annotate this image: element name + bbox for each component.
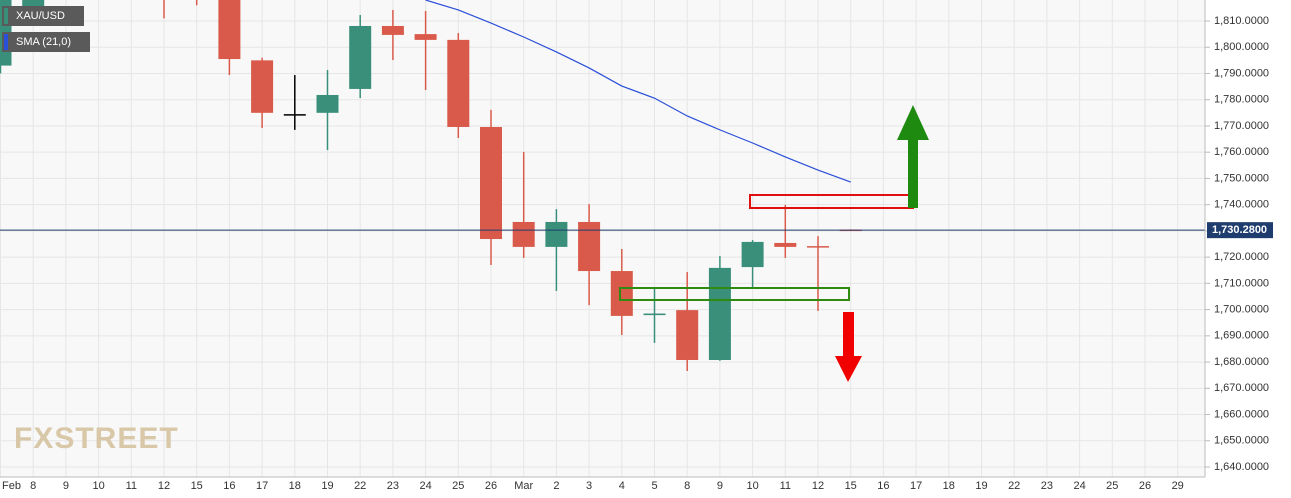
y-tick-label: 1,760.0000: [1214, 146, 1269, 158]
x-tick-label: 23: [387, 480, 399, 492]
legend-swatch: [4, 8, 8, 24]
candle-body: [251, 60, 274, 113]
x-tick-label: 8: [684, 480, 690, 492]
x-tick-label: 11: [780, 480, 791, 492]
legend-swatch: [4, 34, 8, 50]
candle-body: [283, 114, 306, 116]
x-tick-label: 5: [651, 480, 657, 492]
x-tick-label: 18: [289, 480, 301, 492]
legend-entry: SMA (21,0): [16, 36, 71, 48]
x-tick-label: 9: [63, 480, 69, 492]
y-tick-label: 1,720.0000: [1214, 251, 1269, 263]
x-tick-label: 8: [30, 480, 36, 492]
x-tick-label: 23: [1041, 480, 1053, 492]
x-tick-label: 9: [717, 480, 723, 492]
candle-body: [676, 310, 699, 360]
candle-body: [218, 0, 241, 60]
down-arrow-head: [835, 356, 862, 382]
x-tick-label: 17: [910, 480, 922, 492]
x-tick-label: 26: [1139, 480, 1151, 492]
sma-line: [425, 0, 851, 183]
candle-body: [447, 39, 470, 127]
x-tick-label: 10: [92, 480, 104, 492]
candle-body: [316, 94, 339, 113]
x-tick-label: 15: [845, 480, 857, 492]
x-tick-label: 24: [1073, 480, 1085, 492]
support-box: [619, 287, 850, 301]
candle-body: [480, 126, 502, 240]
legend-symbol: XAU/USD: [16, 10, 65, 22]
candle-body: [545, 221, 568, 247]
x-tick-label: 17: [256, 480, 268, 492]
y-tick-label: 1,660.0000: [1214, 408, 1269, 420]
x-tick-label: Mar: [514, 480, 533, 492]
y-tick-label: 1,740.0000: [1214, 199, 1269, 211]
x-tick-label: 15: [191, 480, 203, 492]
down-arrow-shaft: [843, 312, 854, 356]
legend-box: [2, 32, 90, 52]
x-tick-label: 12: [158, 480, 170, 492]
candle-body: [643, 313, 666, 316]
plot-area: [0, 0, 1205, 371]
x-tick-label: 19: [321, 480, 333, 492]
last-price-label: 1,730.2800: [1212, 224, 1267, 236]
plot-background: [0, 0, 1205, 477]
candle-body: [578, 221, 601, 272]
up-arrow-shaft: [908, 138, 918, 208]
x-tick-label: 25: [452, 480, 464, 492]
x-tick-label: 19: [975, 480, 987, 492]
x-tick-label: 29: [1172, 480, 1184, 492]
x-tick-label: 26: [485, 480, 497, 492]
x-tick-label: 2: [553, 480, 559, 492]
x-tick-label: 18: [943, 480, 955, 492]
up-arrow-head: [897, 105, 929, 140]
x-tick-label: 10: [746, 480, 758, 492]
x-tick-label: 16: [223, 480, 235, 492]
y-tick-label: 1,700.0000: [1214, 304, 1269, 316]
x-tick-label: 3: [586, 480, 592, 492]
candle-body: [381, 25, 404, 35]
y-tick-label: 1,800.0000: [1214, 41, 1269, 53]
x-tick-label: 22: [1008, 480, 1020, 492]
grid: [0, 0, 1205, 477]
y-tick-label: 1,780.0000: [1214, 94, 1269, 106]
y-tick-label: 1,650.0000: [1214, 435, 1269, 447]
x-tick-label: 4: [619, 480, 625, 492]
y-tick-label: 1,680.0000: [1214, 356, 1269, 368]
x-tick-label: 22: [354, 480, 366, 492]
candle-body: [512, 221, 535, 247]
candle-body: [349, 25, 372, 89]
candle-body: [774, 242, 797, 247]
last-price-tag: [1207, 222, 1273, 239]
candle-body: [741, 241, 764, 268]
candle-body: [414, 34, 437, 40]
x-tick-label: 16: [877, 480, 889, 492]
y-tick-label: 1,790.0000: [1214, 67, 1269, 79]
candle-body: [610, 271, 633, 316]
candle-body: [807, 246, 829, 248]
x-tick-label: Feb: [2, 480, 21, 492]
x-tick-label: 25: [1106, 480, 1118, 492]
y-tick-label: 1,750.0000: [1214, 172, 1269, 184]
legend-box: [2, 6, 84, 26]
y-tick-label: 1,640.0000: [1214, 461, 1269, 473]
y-tick-label: 1,670.0000: [1214, 382, 1269, 394]
axes: 1,640.0000 1,650.0000 1,660.0000 1,670.0000…: [2, 15, 1273, 492]
y-tick-label: 1,770.0000: [1214, 120, 1269, 132]
y-tick-label: 1,810.0000: [1214, 15, 1269, 27]
candle-body: [708, 267, 731, 360]
watermark: FXSTREET: [14, 422, 179, 455]
y-tick-label: 1,690.0000: [1214, 330, 1269, 342]
x-tick-label: 11: [126, 480, 137, 492]
y-tick-label: 1,710.0000: [1214, 277, 1269, 289]
x-tick-label: 12: [812, 480, 824, 492]
x-tick-label: 24: [419, 480, 431, 492]
